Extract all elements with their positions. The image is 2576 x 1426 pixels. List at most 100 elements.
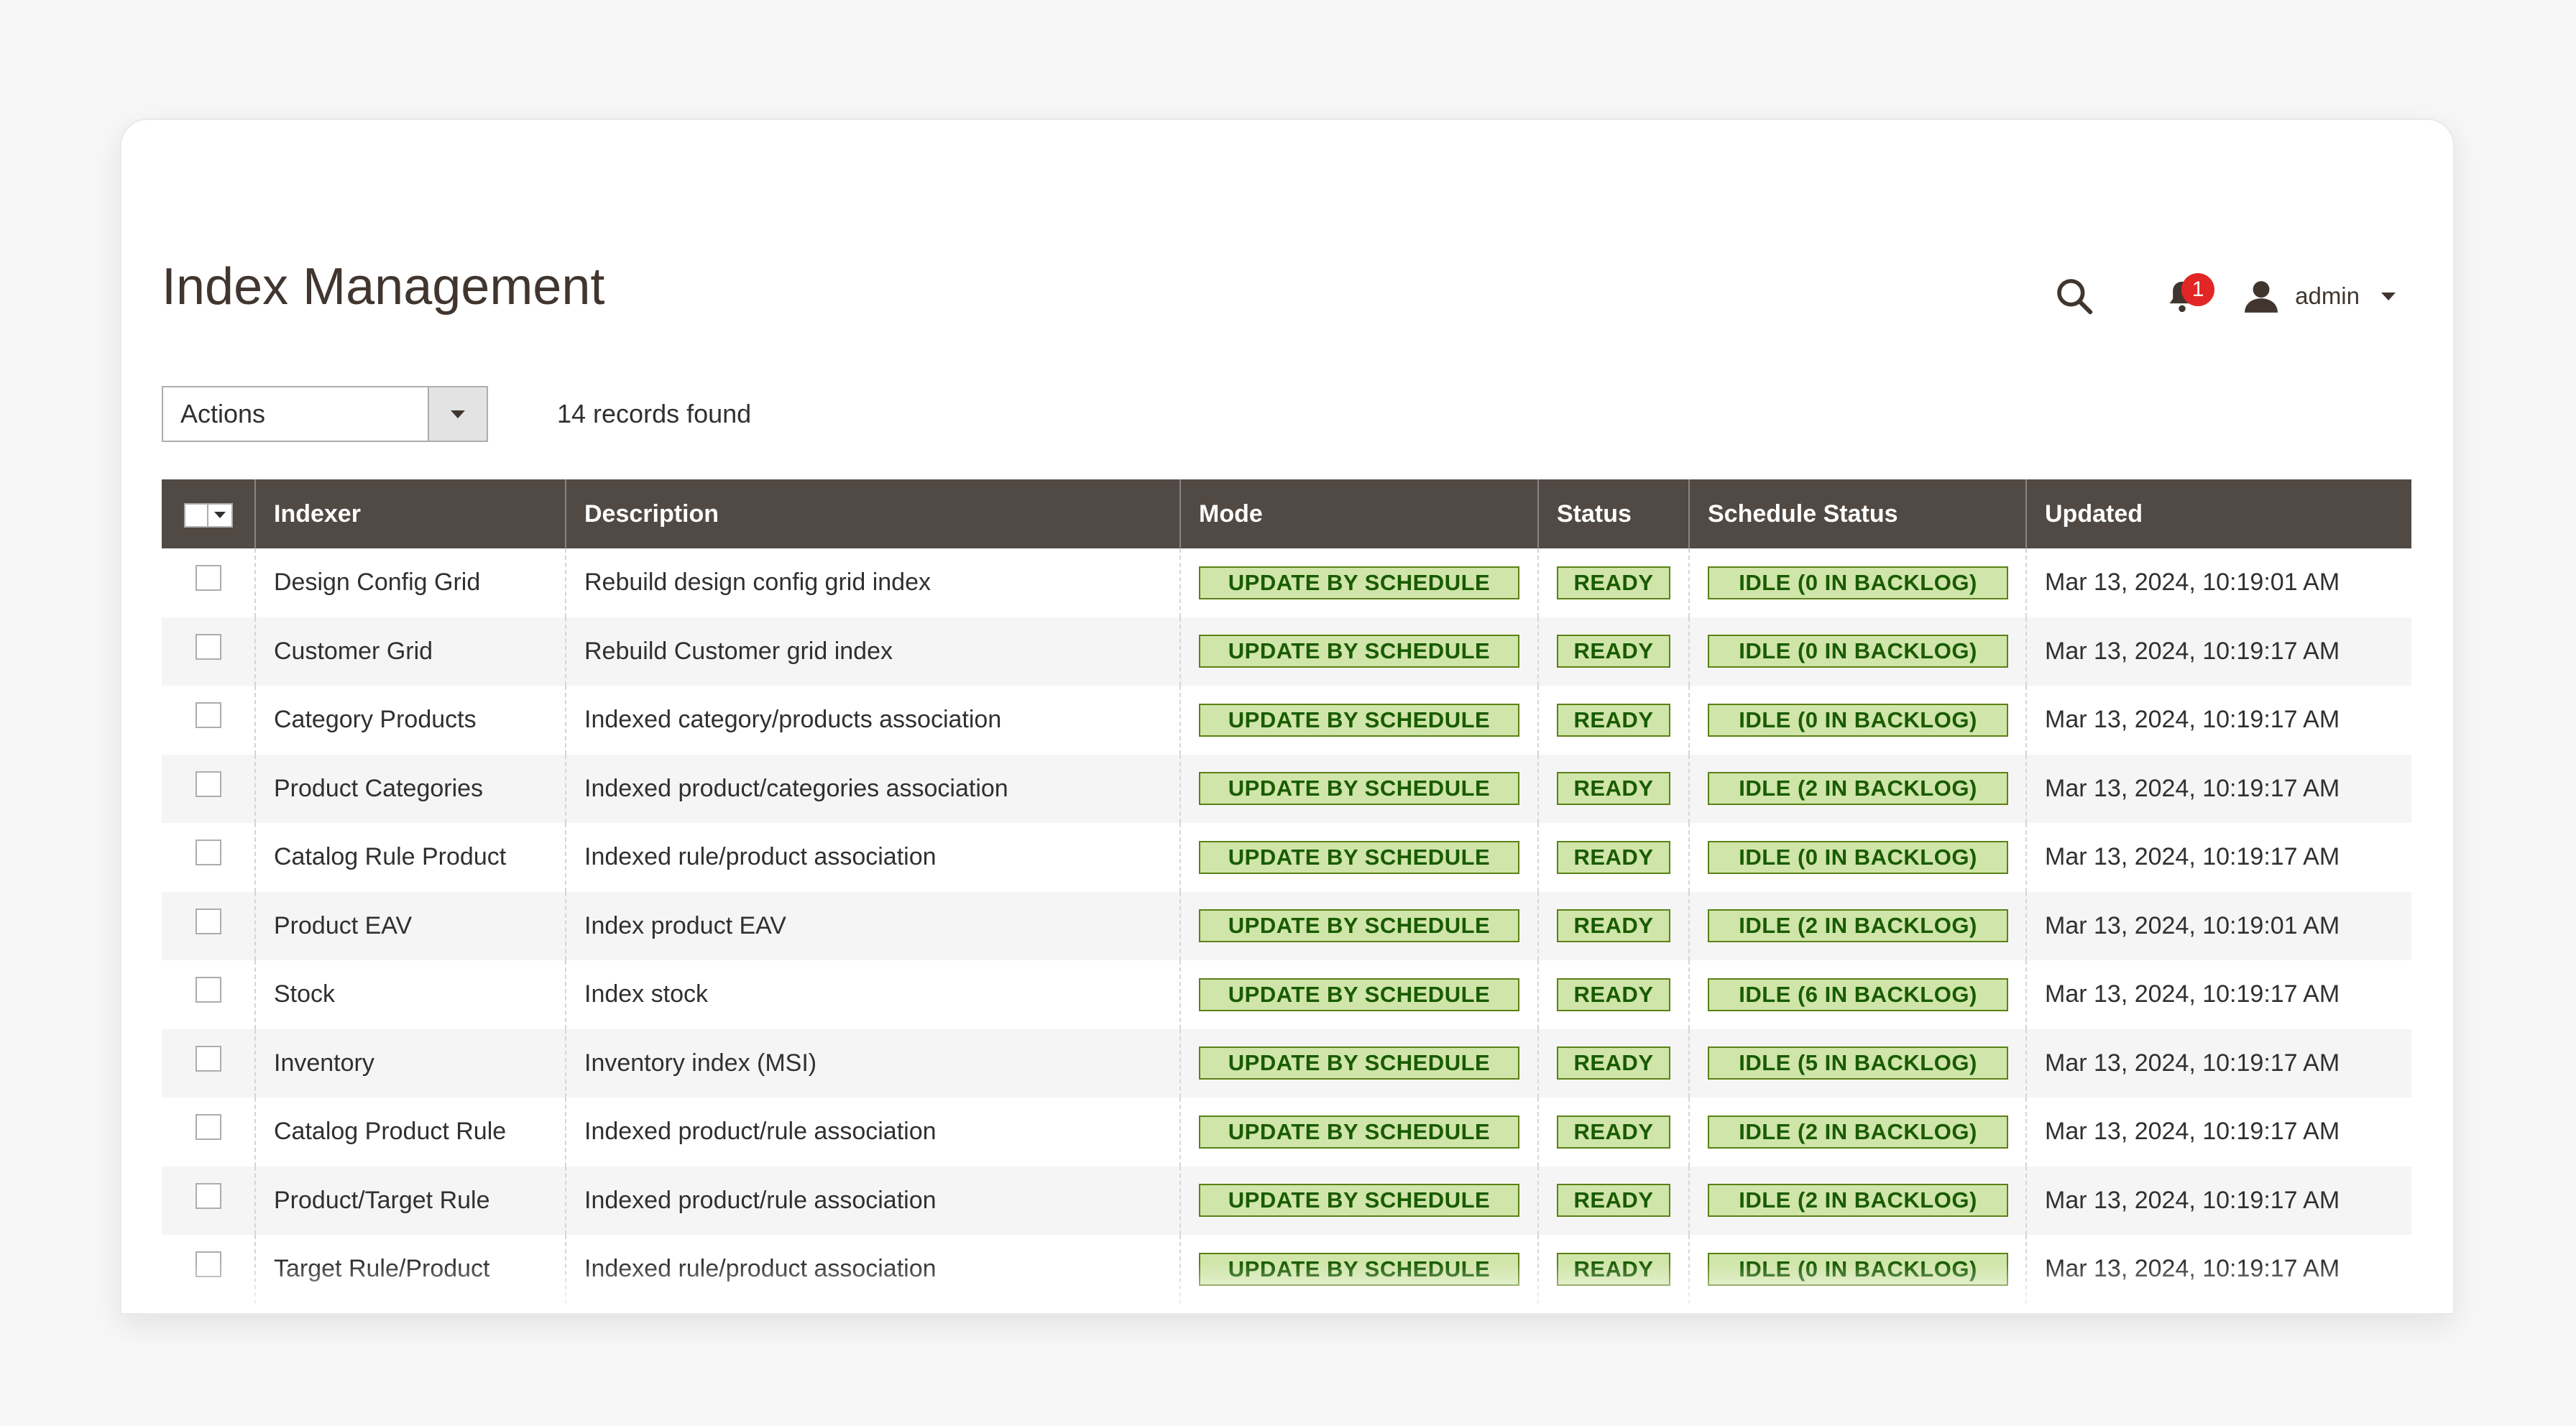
cell-mode: UPDATE BY SCHEDULE	[1179, 686, 1538, 755]
cell-mode: UPDATE BY SCHEDULE	[1179, 1166, 1538, 1235]
table-row: Inventory Inventory index (MSI) UPDATE BY …	[162, 1029, 2411, 1098]
cell-schedule-status: IDLE (0 IN BACKLOG)	[1688, 548, 2026, 617]
cell-status: READY	[1537, 891, 1689, 960]
cell-indexer: Inventory	[254, 1029, 566, 1098]
row-select-cell	[162, 1029, 255, 1098]
cell-indexer: Product EAV	[254, 891, 566, 960]
actions-label: Actions	[180, 399, 266, 428]
cell-description: Rebuild design config grid index	[565, 548, 1180, 617]
column-header-updated[interactable]: Updated	[2025, 479, 2411, 548]
table-row: Product/Target Rule Indexed product/rule …	[162, 1166, 2411, 1235]
row-select-cell	[162, 754, 255, 823]
table-row: Catalog Rule Product Indexed rule/product…	[162, 823, 2411, 892]
status-badge: READY	[1557, 840, 1670, 874]
cell-updated: Mar 13, 2024, 10:19:17 AM	[2025, 1166, 2411, 1235]
user-name: admin	[2295, 282, 2360, 309]
column-header-status[interactable]: Status	[1537, 479, 1689, 548]
row-select-cell	[162, 1166, 255, 1235]
cell-mode: UPDATE BY SCHEDULE	[1179, 823, 1538, 892]
row-checkbox[interactable]	[195, 1114, 221, 1141]
row-select-cell	[162, 960, 255, 1029]
mode-badge: UPDATE BY SCHEDULE	[1199, 840, 1519, 874]
status-badge: READY	[1557, 1252, 1670, 1286]
mass-select-header	[162, 479, 255, 548]
status-badge: READY	[1557, 772, 1670, 806]
user-menu[interactable]: admin	[2243, 260, 2396, 332]
row-select-cell	[162, 686, 255, 755]
cell-description: Indexed rule/product association	[565, 823, 1180, 892]
cell-mode: UPDATE BY SCHEDULE	[1179, 617, 1538, 686]
cell-updated: Mar 13, 2024, 10:19:17 AM	[2025, 1098, 2411, 1167]
table-row: Stock Index stock UPDATE BY SCHEDULE READY I…	[162, 960, 2411, 1029]
mass-select-checkbox[interactable]	[185, 504, 207, 526]
row-checkbox[interactable]	[195, 565, 221, 592]
row-select-cell	[162, 1098, 255, 1167]
table-row: Customer Grid Rebuild Customer grid index…	[162, 617, 2411, 686]
search-icon	[2057, 279, 2093, 315]
cell-updated: Mar 13, 2024, 10:19:17 AM	[2025, 686, 2411, 755]
row-checkbox[interactable]	[195, 840, 221, 866]
row-checkbox[interactable]	[195, 977, 221, 1003]
cell-updated: Mar 13, 2024, 10:19:17 AM	[2025, 960, 2411, 1029]
schedule-status-badge: IDLE (0 IN BACKLOG)	[1708, 635, 2008, 668]
column-header-description[interactable]: Description	[565, 479, 1180, 548]
row-select-cell	[162, 617, 255, 686]
cell-updated: Mar 13, 2024, 10:19:01 AM	[2025, 891, 2411, 960]
row-checkbox[interactable]	[195, 770, 221, 797]
cell-indexer: Stock	[254, 960, 566, 1029]
mode-badge: UPDATE BY SCHEDULE	[1199, 909, 1519, 943]
row-checkbox[interactable]	[195, 633, 221, 660]
schedule-status-badge: IDLE (2 IN BACKLOG)	[1708, 1184, 2008, 1218]
status-badge: READY	[1557, 1184, 1670, 1218]
chevron-down-icon	[451, 410, 465, 418]
cell-mode: UPDATE BY SCHEDULE	[1179, 754, 1538, 823]
chevron-down-icon	[2381, 292, 2396, 300]
page-title: Index Management	[162, 258, 605, 316]
cell-schedule-status: IDLE (0 IN BACKLOG)	[1688, 686, 2026, 755]
grid-body: Design Config Grid Rebuild design config …	[162, 548, 2411, 1304]
cell-status: READY	[1537, 686, 1689, 755]
cell-schedule-status: IDLE (2 IN BACKLOG)	[1688, 1098, 2026, 1167]
row-checkbox[interactable]	[195, 1251, 221, 1278]
cell-description: Indexed product/rule association	[565, 1098, 1180, 1167]
mode-badge: UPDATE BY SCHEDULE	[1199, 1115, 1519, 1149]
cell-status: READY	[1537, 617, 1689, 686]
cell-mode: UPDATE BY SCHEDULE	[1179, 548, 1538, 617]
schedule-status-badge: IDLE (6 IN BACKLOG)	[1708, 978, 2008, 1011]
cell-description: Rebuild Customer grid index	[565, 617, 1180, 686]
column-header-schedule-status[interactable]: Schedule Status	[1688, 479, 2026, 548]
row-select-cell	[162, 823, 255, 892]
cell-schedule-status: IDLE (0 IN BACKLOG)	[1688, 1235, 2026, 1304]
row-checkbox[interactable]	[195, 1182, 221, 1209]
cell-status: READY	[1537, 548, 1689, 617]
notifications-button[interactable]: 1	[2150, 260, 2215, 332]
cell-indexer: Design Config Grid	[254, 548, 566, 617]
row-checkbox[interactable]	[195, 908, 221, 934]
status-badge: READY	[1557, 909, 1670, 943]
row-checkbox[interactable]	[195, 702, 221, 729]
cell-schedule-status: IDLE (2 IN BACKLOG)	[1688, 1166, 2026, 1235]
header-actions: 1 admin	[2042, 260, 2396, 332]
cell-indexer: Customer Grid	[254, 617, 566, 686]
actions-dropdown[interactable]: Actions	[162, 386, 488, 442]
row-checkbox[interactable]	[195, 1045, 221, 1072]
mode-badge: UPDATE BY SCHEDULE	[1199, 635, 1519, 668]
records-count: 14 records found	[557, 399, 752, 428]
cell-status: READY	[1537, 823, 1689, 892]
chevron-down-icon[interactable]	[206, 504, 231, 526]
table-row: Target Rule/Product Indexed rule/product …	[162, 1235, 2411, 1304]
mode-badge: UPDATE BY SCHEDULE	[1199, 1046, 1519, 1080]
cell-status: READY	[1537, 1166, 1689, 1235]
schedule-status-badge: IDLE (0 IN BACKLOG)	[1708, 1252, 2008, 1286]
cell-updated: Mar 13, 2024, 10:19:17 AM	[2025, 754, 2411, 823]
cell-schedule-status: IDLE (2 IN BACKLOG)	[1688, 891, 2026, 960]
mass-select-dropdown[interactable]	[183, 502, 233, 528]
column-header-mode[interactable]: Mode	[1179, 479, 1538, 548]
cell-description: Indexed rule/product association	[565, 1235, 1180, 1304]
actions-toggle[interactable]	[428, 387, 487, 441]
row-select-cell	[162, 891, 255, 960]
schedule-status-badge: IDLE (5 IN BACKLOG)	[1708, 1046, 2008, 1080]
search-button[interactable]	[2042, 260, 2107, 332]
cell-indexer: Target Rule/Product	[254, 1235, 566, 1304]
column-header-indexer[interactable]: Indexer	[254, 479, 566, 548]
